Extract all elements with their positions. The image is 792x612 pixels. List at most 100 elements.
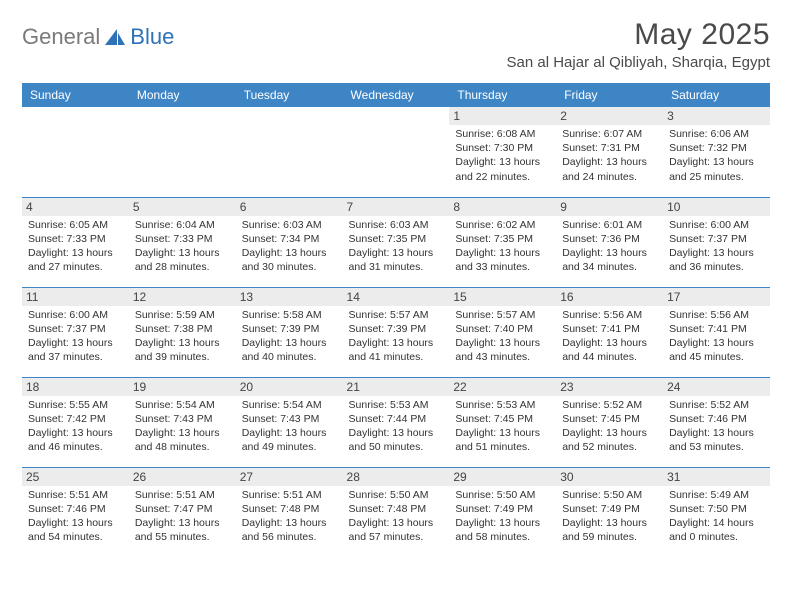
sunrise-line: Sunrise: 5:50 AM bbox=[562, 488, 659, 502]
day-info: Sunrise: 6:00 AMSunset: 7:37 PMDaylight:… bbox=[669, 218, 766, 275]
day-number: 22 bbox=[449, 378, 556, 396]
calendar-day-cell: 20Sunrise: 5:54 AMSunset: 7:43 PMDayligh… bbox=[236, 377, 343, 467]
daylight-line: Daylight: 13 hours and 22 minutes. bbox=[455, 155, 552, 183]
sunset-line: Sunset: 7:33 PM bbox=[28, 232, 125, 246]
calendar-day-cell bbox=[129, 107, 236, 197]
daylight-line: Daylight: 13 hours and 54 minutes. bbox=[28, 516, 125, 544]
sunset-line: Sunset: 7:35 PM bbox=[349, 232, 446, 246]
sunset-line: Sunset: 7:30 PM bbox=[455, 141, 552, 155]
day-info: Sunrise: 5:57 AMSunset: 7:40 PMDaylight:… bbox=[455, 308, 552, 365]
sunset-line: Sunset: 7:45 PM bbox=[455, 412, 552, 426]
weekday-header: Tuesday bbox=[236, 83, 343, 107]
day-info: Sunrise: 5:55 AMSunset: 7:42 PMDaylight:… bbox=[28, 398, 125, 455]
calendar-day-cell: 22 Sunrise: 5:53 AMSunset: 7:45 PMDayligh… bbox=[449, 377, 556, 467]
sunset-line: Sunset: 7:34 PM bbox=[242, 232, 339, 246]
daylight-line: Daylight: 13 hours and 40 minutes. bbox=[242, 336, 339, 364]
daylight-line: Daylight: 13 hours and 51 minutes. bbox=[455, 426, 552, 454]
sunset-line: Sunset: 7:41 PM bbox=[669, 322, 766, 336]
day-number: 31 bbox=[663, 468, 770, 486]
calendar-day-cell: 1Sunrise: 6:08 AMSunset: 7:30 PMDaylight… bbox=[449, 107, 556, 197]
sunrise-line: Sunrise: 5:59 AM bbox=[135, 308, 232, 322]
day-info: Sunrise: 6:06 AMSunset: 7:32 PMDaylight:… bbox=[669, 127, 766, 184]
logo-sail-icon bbox=[104, 27, 126, 47]
calendar-day-cell: 6Sunrise: 6:03 AMSunset: 7:34 PMDaylight… bbox=[236, 197, 343, 287]
day-info: Sunrise: 6:05 AMSunset: 7:33 PMDaylight:… bbox=[28, 218, 125, 275]
calendar-day-cell: 10Sunrise: 6:00 AMSunset: 7:37 PMDayligh… bbox=[663, 197, 770, 287]
day-number: 26 bbox=[129, 468, 236, 486]
day-info: Sunrise: 5:50 AMSunset: 7:48 PMDaylight:… bbox=[349, 488, 446, 545]
sunrise-line: Sunrise: 5:51 AM bbox=[135, 488, 232, 502]
day-number: 6 bbox=[236, 198, 343, 216]
day-info: Sunrise: 5:51 AMSunset: 7:46 PMDaylight:… bbox=[28, 488, 125, 545]
daylight-line: Daylight: 13 hours and 43 minutes. bbox=[455, 336, 552, 364]
day-info: Sunrise: 6:04 AMSunset: 7:33 PMDaylight:… bbox=[135, 218, 232, 275]
calendar-day-cell: 28Sunrise: 5:50 AMSunset: 7:48 PMDayligh… bbox=[343, 467, 450, 557]
day-number: 29 bbox=[449, 468, 556, 486]
sunset-line: Sunset: 7:45 PM bbox=[562, 412, 659, 426]
daylight-line: Daylight: 13 hours and 24 minutes. bbox=[562, 155, 659, 183]
daylight-line: Daylight: 13 hours and 33 minutes. bbox=[455, 246, 552, 274]
daylight-line: Daylight: 13 hours and 28 minutes. bbox=[135, 246, 232, 274]
sunrise-line: Sunrise: 5:55 AM bbox=[28, 398, 125, 412]
calendar-day-cell: 31 Sunrise: 5:49 AMSunset: 7:50 PMDayligh… bbox=[663, 467, 770, 557]
daylight-line: Daylight: 13 hours and 57 minutes. bbox=[349, 516, 446, 544]
sunrise-line: Sunrise: 5:52 AM bbox=[669, 398, 766, 412]
sunset-line: Sunset: 7:37 PM bbox=[28, 322, 125, 336]
sunset-line: Sunset: 7:50 PM bbox=[669, 502, 766, 516]
sunrise-line: Sunrise: 6:07 AM bbox=[562, 127, 659, 141]
calendar-day-cell: 24Sunrise: 5:52 AMSunset: 7:46 PMDayligh… bbox=[663, 377, 770, 467]
header-bar: General Blue May 2025 San al Hajar al Qi… bbox=[22, 18, 770, 77]
day-number: 25 bbox=[22, 468, 129, 486]
sunset-line: Sunset: 7:49 PM bbox=[562, 502, 659, 516]
day-number: 23 bbox=[556, 378, 663, 396]
daylight-line: Daylight: 13 hours and 48 minutes. bbox=[135, 426, 232, 454]
sunset-line: Sunset: 7:43 PM bbox=[242, 412, 339, 426]
daylight-line: Daylight: 13 hours and 41 minutes. bbox=[349, 336, 446, 364]
day-info: Sunrise: 6:08 AMSunset: 7:30 PMDaylight:… bbox=[455, 127, 552, 184]
daylight-line: Daylight: 13 hours and 37 minutes. bbox=[28, 336, 125, 364]
calendar-day-cell: 25 Sunrise: 5:51 AMSunset: 7:46 PMDayligh… bbox=[22, 467, 129, 557]
daylight-line: Daylight: 13 hours and 25 minutes. bbox=[669, 155, 766, 183]
daylight-line: Daylight: 13 hours and 31 minutes. bbox=[349, 246, 446, 274]
daylight-line: Daylight: 13 hours and 39 minutes. bbox=[135, 336, 232, 364]
day-info: Sunrise: 5:56 AMSunset: 7:41 PMDaylight:… bbox=[669, 308, 766, 365]
sunrise-line: Sunrise: 6:02 AM bbox=[455, 218, 552, 232]
day-number: 12 bbox=[129, 288, 236, 306]
logo: General Blue bbox=[22, 24, 174, 50]
day-number: 18 bbox=[22, 378, 129, 396]
day-info: Sunrise: 5:58 AMSunset: 7:39 PMDaylight:… bbox=[242, 308, 339, 365]
sunset-line: Sunset: 7:40 PM bbox=[455, 322, 552, 336]
sunrise-line: Sunrise: 5:50 AM bbox=[349, 488, 446, 502]
weekday-header: Sunday bbox=[22, 83, 129, 107]
calendar-day-cell: 23Sunrise: 5:52 AMSunset: 7:45 PMDayligh… bbox=[556, 377, 663, 467]
sunset-line: Sunset: 7:41 PM bbox=[562, 322, 659, 336]
sunset-line: Sunset: 7:48 PM bbox=[242, 502, 339, 516]
sunrise-line: Sunrise: 6:08 AM bbox=[455, 127, 552, 141]
weekday-header: Thursday bbox=[449, 83, 556, 107]
daylight-line: Daylight: 13 hours and 59 minutes. bbox=[562, 516, 659, 544]
sunrise-line: Sunrise: 5:53 AM bbox=[455, 398, 552, 412]
day-info: Sunrise: 5:52 AMSunset: 7:46 PMDaylight:… bbox=[669, 398, 766, 455]
sunset-line: Sunset: 7:35 PM bbox=[455, 232, 552, 246]
sunrise-line: Sunrise: 6:01 AM bbox=[562, 218, 659, 232]
calendar-day-cell: 29Sunrise: 5:50 AMSunset: 7:49 PMDayligh… bbox=[449, 467, 556, 557]
calendar-day-cell bbox=[343, 107, 450, 197]
calendar-day-cell: 9Sunrise: 6:01 AMSunset: 7:36 PMDaylight… bbox=[556, 197, 663, 287]
calendar-day-cell: 5Sunrise: 6:04 AMSunset: 7:33 PMDaylight… bbox=[129, 197, 236, 287]
calendar-day-cell: 15Sunrise: 5:57 AMSunset: 7:40 PMDayligh… bbox=[449, 287, 556, 377]
day-info: Sunrise: 6:02 AMSunset: 7:35 PMDaylight:… bbox=[455, 218, 552, 275]
sunrise-line: Sunrise: 6:03 AM bbox=[242, 218, 339, 232]
sunset-line: Sunset: 7:38 PM bbox=[135, 322, 232, 336]
weekday-header-row: SundayMondayTuesdayWednesdayThursdayFrid… bbox=[22, 83, 770, 107]
sunrise-line: Sunrise: 6:05 AM bbox=[28, 218, 125, 232]
calendar-day-cell: 8Sunrise: 6:02 AMSunset: 7:35 PMDaylight… bbox=[449, 197, 556, 287]
sunrise-line: Sunrise: 5:49 AM bbox=[669, 488, 766, 502]
weekday-header: Wednesday bbox=[343, 83, 450, 107]
sunset-line: Sunset: 7:36 PM bbox=[562, 232, 659, 246]
day-info: Sunrise: 6:07 AMSunset: 7:31 PMDaylight:… bbox=[562, 127, 659, 184]
daylight-line: Daylight: 14 hours and 0 minutes. bbox=[669, 516, 766, 544]
calendar-week-row: 11Sunrise: 6:00 AMSunset: 7:37 PMDayligh… bbox=[22, 287, 770, 377]
day-info: Sunrise: 5:50 AMSunset: 7:49 PMDaylight:… bbox=[562, 488, 659, 545]
sunrise-line: Sunrise: 5:52 AM bbox=[562, 398, 659, 412]
day-info: Sunrise: 5:54 AMSunset: 7:43 PMDaylight:… bbox=[135, 398, 232, 455]
